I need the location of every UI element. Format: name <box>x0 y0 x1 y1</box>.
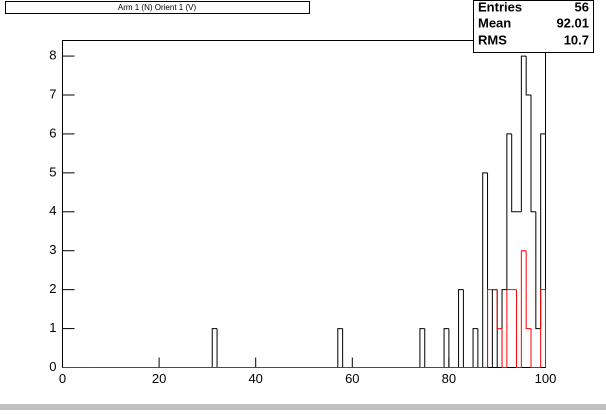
histogram-bin <box>520 250 527 368</box>
y-tick-label: 3 <box>49 242 56 257</box>
histogram-bin <box>530 328 536 368</box>
histogram-bin <box>525 250 532 330</box>
histogram-bin <box>540 133 546 329</box>
histogram-bin <box>520 55 527 212</box>
bottom-border <box>0 404 606 410</box>
histogram-bin <box>419 328 425 368</box>
histogram-bin <box>482 172 488 368</box>
x-tick-label: 0 <box>59 371 66 386</box>
histogram-bin <box>530 95 536 213</box>
y-tick-label: 5 <box>49 164 56 179</box>
y-tick-label: 6 <box>49 125 56 140</box>
histogram-bin <box>540 289 546 368</box>
x-tick-label: 80 <box>442 371 456 386</box>
histogram-bin <box>487 289 493 368</box>
histogram-bin <box>525 56 532 96</box>
histogram-bin <box>506 289 512 368</box>
histogram-bin <box>511 133 517 213</box>
histogram-bin <box>506 133 512 290</box>
stats-label: Entries <box>478 0 522 14</box>
histogram-bin <box>337 328 343 368</box>
title-box <box>5 1 310 14</box>
x-tick-label: 20 <box>152 371 166 386</box>
histogram-bin <box>535 211 541 330</box>
y-tick-label: 1 <box>49 320 56 335</box>
stats-box <box>473 0 594 53</box>
y-tick-label: 0 <box>49 359 56 374</box>
x-tick-label: 40 <box>248 371 262 386</box>
histogram-bin <box>443 328 449 368</box>
x-tick-label: 100 <box>535 371 557 386</box>
histogram-bin <box>501 328 507 368</box>
x-tick-label: 60 <box>345 371 359 386</box>
y-tick-label: 8 <box>49 48 56 63</box>
stats-value: 10.7 <box>564 32 589 47</box>
histogram-bin <box>211 328 218 368</box>
histogram-bin <box>516 289 522 368</box>
y-tick-label: 4 <box>49 203 56 218</box>
title: Arm 1 (N) Orient 1 (V) <box>118 3 197 12</box>
histogram-bin <box>472 328 478 368</box>
y-tick-label: 7 <box>49 86 56 101</box>
stats-value: 56 <box>575 0 589 14</box>
stats-label: RMS <box>478 32 507 47</box>
stats-value: 92.01 <box>556 15 589 30</box>
histogram-bin <box>496 289 503 330</box>
y-tick-label: 2 <box>49 281 56 296</box>
stats-label: Mean <box>478 15 511 30</box>
histogram-bin <box>458 289 464 368</box>
